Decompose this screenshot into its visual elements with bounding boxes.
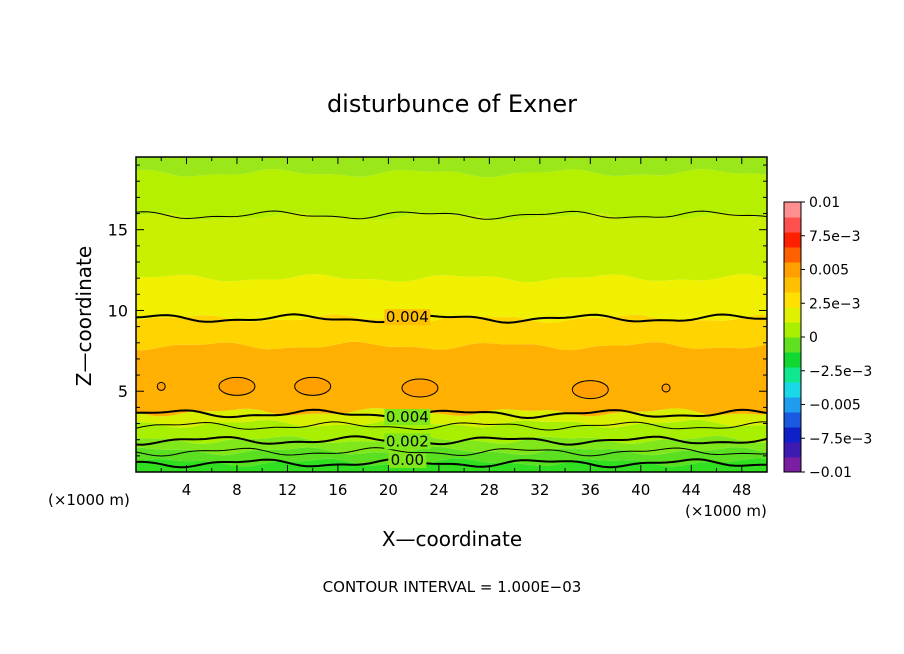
band-3 (136, 419, 767, 444)
contour-line-5 (135, 313, 767, 324)
colorbar-label: 0.005 (809, 263, 849, 279)
contour-cell-2 (294, 376, 332, 396)
colorbar-swatch (784, 427, 801, 443)
contour-label-bg-4 (384, 409, 431, 426)
colorbar-swatch (784, 352, 801, 368)
filled-bands (136, 157, 767, 472)
contour-interval-footer: CONTOUR INTERVAL = 1.000E−03 (323, 578, 582, 596)
contour-line-2 (135, 435, 768, 446)
contour-cell-3 (401, 378, 439, 398)
colorbar-swatch (784, 232, 801, 248)
x-tick-label: 36 (581, 481, 600, 499)
colorbar-swatch (784, 277, 801, 293)
x-tick-label: 24 (429, 481, 448, 499)
colorbar-label: 0.01 (809, 195, 840, 211)
contour-line-0 (135, 457, 768, 469)
x-unit-right: (×1000 m) (685, 502, 767, 520)
x-unit-left: (×1000 m) (48, 491, 130, 509)
colorbar-swatch (784, 202, 801, 218)
colorbar: 0.01 7.5e−3 0.005 2.5e−3 0 −2.5e−3 −0.005 −7.5e… (783, 195, 872, 481)
contour-line-3 (135, 421, 768, 431)
colorbar-swatch (784, 382, 801, 398)
colorbar-swatch (784, 367, 801, 383)
contour-label-4: 0.004 (386, 408, 429, 426)
contour-lines: 0.000.002 0.004 0.004 (135, 210, 768, 469)
contour-line-4 (135, 408, 768, 420)
contour-label-bg-5 (384, 309, 431, 326)
band-4 (136, 408, 767, 428)
colorbar-swatch (784, 217, 801, 233)
colorbar-swatch (784, 412, 801, 428)
colorbar-swatch (784, 337, 801, 353)
y-tick-label: 15 (108, 221, 128, 240)
x-tick-label: 12 (278, 481, 297, 499)
band-0 (136, 458, 767, 472)
x-tick-label: 16 (328, 481, 347, 499)
plot-frame (135, 156, 768, 473)
band-7 (136, 274, 767, 323)
y-tick-label: 10 (108, 301, 128, 320)
colorbar-swatch (784, 322, 801, 338)
x-tick-label: 20 (379, 481, 398, 499)
band-1 (136, 446, 767, 467)
contour-cells (156, 376, 671, 400)
y-axis-label: Z—coordinate (72, 246, 96, 386)
contour-cell-5 (661, 383, 671, 393)
colorbar-label: 0 (809, 330, 818, 346)
colorbar-swatch (784, 457, 801, 473)
band-5 (136, 341, 767, 417)
band-9 (136, 169, 767, 221)
x-tick-label: 28 (480, 481, 499, 499)
contour-line-1 (135, 447, 768, 457)
contour-label-0: 0.00 (391, 451, 424, 469)
contour-label-2: 0.002 (386, 432, 429, 450)
contour-cell-1 (218, 376, 256, 396)
colorbar-label: −2.5e−3 (809, 364, 872, 380)
colorbar-label: −7.5e−3 (809, 431, 872, 447)
contour-cell-4 (571, 380, 609, 400)
x-tick-label: 44 (682, 481, 701, 499)
chart-title: disturbunce of Exner (327, 90, 577, 118)
colorbar-swatch (784, 262, 801, 278)
x-tick-label: 40 (631, 481, 650, 499)
band-10 (136, 157, 767, 178)
x-axis-label: X—coordinate (382, 527, 522, 551)
band-8 (136, 212, 767, 283)
contour-cell-0 (156, 381, 166, 391)
colorbar-swatch (784, 307, 801, 323)
colorbar-swatch (784, 442, 801, 458)
y-tick-label: 5 (118, 382, 128, 401)
colorbar-label: 7.5e−3 (809, 229, 861, 245)
colorbar-swatch (784, 247, 801, 263)
colorbar-label: 2.5e−3 (809, 296, 861, 312)
x-ticks: 4 8 12 16 20 24 28 32 36 40 44 48 (160, 157, 751, 499)
colorbar-label: −0.01 (809, 465, 852, 481)
colorbar-swatch (784, 292, 801, 308)
x-tick-label: 8 (232, 481, 242, 499)
contour-line-6 (135, 210, 768, 220)
colorbar-swatch (784, 397, 801, 413)
y-ticks: 5 10 15 (108, 164, 767, 457)
contour-label-bg-0 (388, 452, 427, 469)
contour-label-bg-2 (384, 433, 431, 450)
x-tick-label: 4 (182, 481, 192, 499)
contour-label-5: 0.004 (386, 308, 429, 326)
x-tick-label: 32 (530, 481, 549, 499)
colorbar-label: −0.005 (809, 398, 861, 414)
band-6 (136, 314, 767, 351)
x-tick-label: 48 (732, 481, 751, 499)
